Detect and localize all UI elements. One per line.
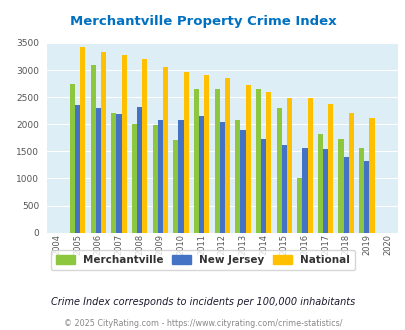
Legend: Merchantville, New Jersey, National: Merchantville, New Jersey, National bbox=[51, 250, 354, 270]
Bar bbox=[317, 134, 322, 233]
Bar bbox=[90, 65, 96, 233]
Bar bbox=[111, 114, 116, 233]
Text: Merchantville Property Crime Index: Merchantville Property Crime Index bbox=[70, 15, 335, 28]
Bar bbox=[266, 92, 271, 233]
Bar bbox=[338, 139, 343, 233]
Bar bbox=[296, 178, 302, 233]
Text: Crime Index corresponds to incidents per 100,000 inhabitants: Crime Index corresponds to incidents per… bbox=[51, 297, 354, 307]
Bar bbox=[162, 67, 168, 233]
Bar bbox=[286, 98, 291, 233]
Bar bbox=[204, 75, 209, 233]
Bar bbox=[70, 83, 75, 233]
Bar bbox=[234, 120, 240, 233]
Bar bbox=[101, 51, 106, 233]
Bar bbox=[75, 105, 80, 233]
Bar bbox=[302, 148, 307, 233]
Bar bbox=[363, 161, 369, 233]
Text: © 2025 CityRating.com - https://www.cityrating.com/crime-statistics/: © 2025 CityRating.com - https://www.city… bbox=[64, 319, 341, 328]
Bar bbox=[327, 104, 333, 233]
Bar bbox=[173, 141, 178, 233]
Bar bbox=[132, 124, 137, 233]
Bar bbox=[152, 125, 157, 233]
Bar bbox=[224, 78, 230, 233]
Bar bbox=[80, 47, 85, 233]
Bar bbox=[219, 121, 224, 233]
Bar bbox=[137, 107, 142, 233]
Bar bbox=[240, 130, 245, 233]
Bar bbox=[178, 120, 183, 233]
Bar bbox=[260, 139, 266, 233]
Bar bbox=[369, 118, 374, 233]
Bar bbox=[307, 98, 312, 233]
Bar bbox=[121, 55, 126, 233]
Bar bbox=[245, 85, 250, 233]
Bar bbox=[348, 114, 353, 233]
Bar bbox=[183, 72, 188, 233]
Bar bbox=[281, 145, 286, 233]
Bar bbox=[322, 149, 327, 233]
Bar bbox=[157, 120, 162, 233]
Bar bbox=[116, 114, 121, 233]
Bar bbox=[198, 115, 204, 233]
Bar bbox=[255, 89, 260, 233]
Bar bbox=[194, 89, 198, 233]
Bar bbox=[343, 157, 348, 233]
Bar bbox=[142, 59, 147, 233]
Bar bbox=[214, 89, 219, 233]
Bar bbox=[96, 108, 101, 233]
Bar bbox=[358, 148, 363, 233]
Bar bbox=[276, 108, 281, 233]
